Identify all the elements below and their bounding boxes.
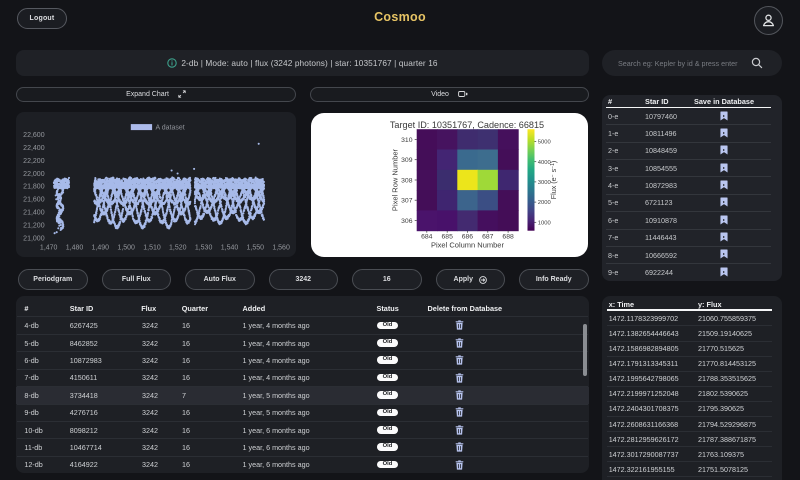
svg-text:685: 685	[442, 234, 454, 241]
svg-text:21,400: 21,400	[23, 210, 45, 217]
svg-text:1,510: 1,510	[143, 245, 161, 252]
svg-text:A dataset: A dataset	[156, 125, 185, 132]
svg-text:22,200: 22,200	[23, 158, 45, 165]
svg-text:684: 684	[421, 234, 433, 241]
svg-text:1,490: 1,490	[92, 245, 110, 252]
svg-text:2000: 2000	[538, 200, 551, 206]
svg-text:686: 686	[462, 234, 474, 241]
svg-text:308: 308	[401, 177, 413, 184]
svg-text:Flux (e− s−1): Flux (e− s−1)	[549, 161, 558, 200]
svg-text:307: 307	[401, 198, 413, 205]
svg-text:1,520: 1,520	[169, 245, 187, 252]
svg-text:687: 687	[482, 234, 494, 241]
svg-text:22,400: 22,400	[23, 145, 45, 152]
svg-text:3000: 3000	[538, 180, 551, 186]
svg-text:1,560: 1,560	[272, 245, 290, 252]
svg-text:306: 306	[401, 218, 413, 225]
svg-text:1,530: 1,530	[195, 245, 213, 252]
svg-text:310: 310	[401, 137, 413, 144]
svg-text:309: 309	[401, 157, 413, 164]
svg-text:Pixel Row Number: Pixel Row Number	[391, 148, 400, 211]
svg-text:1,500: 1,500	[117, 245, 135, 252]
svg-text:21,000: 21,000	[23, 235, 45, 242]
svg-text:1000: 1000	[538, 220, 551, 226]
svg-text:1,540: 1,540	[221, 245, 239, 252]
svg-text:21,800: 21,800	[23, 184, 45, 191]
svg-text:21,200: 21,200	[23, 222, 45, 229]
svg-text:1,480: 1,480	[66, 245, 84, 252]
svg-text:1,550: 1,550	[247, 245, 265, 252]
svg-text:688: 688	[502, 234, 514, 241]
svg-text:4000: 4000	[538, 160, 551, 166]
svg-text:5000: 5000	[538, 140, 551, 146]
svg-text:Target ID: 10351767, Cadence:: Target ID: 10351767, Cadence: 66815	[390, 120, 544, 130]
svg-text:1,470: 1,470	[40, 245, 58, 252]
svg-text:Pixel Column Number: Pixel Column Number	[431, 241, 504, 250]
svg-text:22,600: 22,600	[23, 132, 45, 139]
svg-text:22,000: 22,000	[23, 171, 45, 178]
svg-text:21,600: 21,600	[23, 197, 45, 204]
